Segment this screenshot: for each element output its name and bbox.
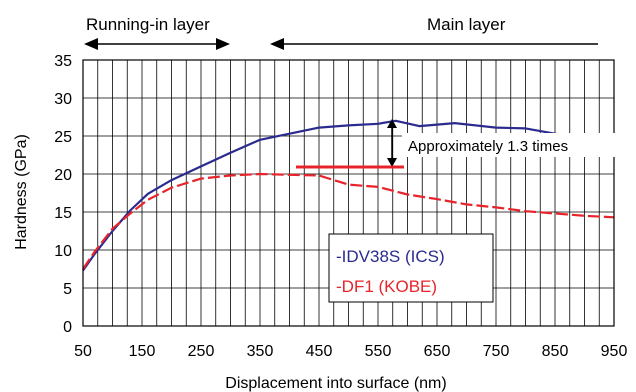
chart-axes: 50 150 250 350 450 550 650 750 850 950 0 5 10 15 20 25 3… <box>54 53 627 360</box>
series-line-idv38s <box>82 119 615 272</box>
x-tick-label: 250 <box>188 343 215 360</box>
y-tick-label: 15 <box>54 205 72 222</box>
x-axis-label: Displacement into surface (nm) <box>225 375 446 392</box>
x-tick-label: 750 <box>483 343 510 360</box>
series-line-df1 <box>82 172 615 270</box>
y-tick-label: 10 <box>54 243 72 260</box>
plot-area-border <box>82 59 615 327</box>
arrowhead-right-icon <box>216 38 230 50</box>
legend-box <box>328 233 494 303</box>
y-axis-label: Hardness (GPa) <box>13 134 30 250</box>
x-tick-label: 550 <box>365 343 392 360</box>
y-tick-label: 0 <box>63 319 72 336</box>
x-tick-label: 50 <box>74 343 92 360</box>
arrowhead-up-icon <box>387 119 397 128</box>
y-tick-label: 20 <box>54 167 72 184</box>
main-layer-annotation: Main layer <box>270 15 598 50</box>
x-tick-label: 850 <box>542 343 569 360</box>
x-tick-label: 350 <box>247 343 274 360</box>
ratio-label-box <box>402 133 616 157</box>
ratio-label: Approximately 1.3 times <box>408 138 568 155</box>
y-tick-label: 30 <box>54 91 72 108</box>
running-in-layer-label: Running-in layer <box>86 15 210 34</box>
x-tick-label: 450 <box>306 343 333 360</box>
legend-item-idv38s: -IDV38S (ICS) <box>336 247 445 266</box>
y-tick-label: 25 <box>54 129 72 146</box>
chart-series <box>82 119 615 272</box>
main-layer-label: Main layer <box>427 15 506 34</box>
arrowhead-left-icon <box>84 38 98 50</box>
x-tick-label: 150 <box>129 343 156 360</box>
legend: -IDV38S (ICS) -DF1 (KOBE) <box>328 233 494 303</box>
ratio-annotation: Approximately 1.3 times <box>296 119 616 169</box>
y-tick-label: 35 <box>54 53 72 70</box>
x-tick-label: 950 <box>601 343 628 360</box>
y-tick-label: 5 <box>63 281 72 298</box>
legend-item-df1: -DF1 (KOBE) <box>336 277 437 296</box>
running-in-layer-annotation: Running-in layer <box>84 15 230 50</box>
arrowhead-down-icon <box>387 158 397 167</box>
arrowhead-left-icon <box>270 38 284 50</box>
x-tick-label: 650 <box>424 343 451 360</box>
